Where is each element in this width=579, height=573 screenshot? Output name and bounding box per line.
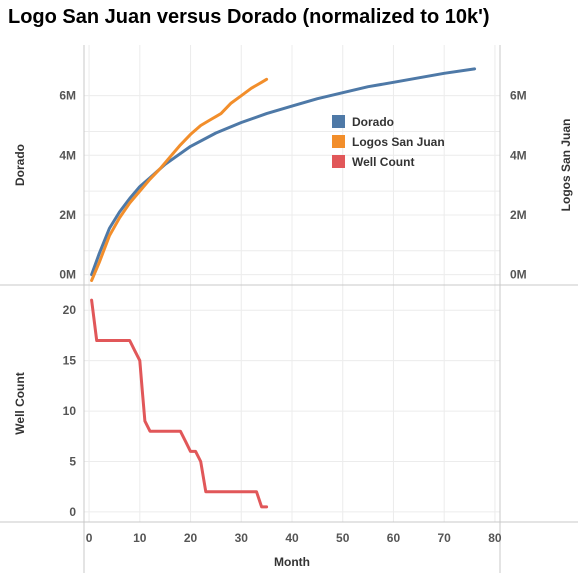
top-right-y-tick-label: 0M [510, 268, 527, 282]
legend: Dorado Logos San Juan Well Count [332, 115, 445, 169]
top-left-y-tick-label: 4M [59, 148, 76, 162]
legend-swatch [332, 115, 345, 128]
bottom-y-tick-label: 15 [63, 354, 77, 368]
tick-labels: 0M 2M 4M 6M 0M 2M 4M 6M 0 5 10 15 20 0 10 20 30 40 50 60 70 8… [59, 89, 526, 545]
series-layer [90, 67, 477, 509]
bottom-y-tick-label: 0 [69, 505, 76, 519]
series-line-logos-san-juan [90, 77, 269, 282]
bottom-y-tick-label: 10 [63, 404, 77, 418]
legend-swatch [332, 135, 345, 148]
axis-titles: Dorado Logos San Juan Well Count Month [13, 119, 573, 569]
legend-label: Dorado [352, 115, 394, 129]
top-right-y-tick-label: 4M [510, 148, 527, 162]
legend-label: Logos San Juan [352, 135, 445, 149]
grid-layer [84, 45, 500, 522]
chart-title: Logo San Juan versus Dorado (normalized … [8, 6, 490, 28]
top-left-y-tick-label: 2M [59, 208, 76, 222]
x-tick-label: 20 [184, 531, 198, 545]
x-tick-label: 60 [387, 531, 401, 545]
top-left-y-tick-label: 0M [59, 268, 76, 282]
x-axis-title: Month [274, 555, 310, 569]
x-tick-label: 50 [336, 531, 350, 545]
top-right-y-tick-label: 2M [510, 208, 527, 222]
top-right-y-tick-label: 6M [510, 89, 527, 103]
series-line-well-count [90, 298, 269, 509]
x-tick-label: 0 [86, 531, 93, 545]
legend-swatch [332, 155, 345, 168]
x-tick-label: 10 [133, 531, 147, 545]
x-tick-label: 40 [285, 531, 299, 545]
series-line-dorado [90, 67, 477, 277]
x-tick-label: 80 [488, 531, 502, 545]
x-tick-label: 30 [235, 531, 249, 545]
x-tick-label: 70 [438, 531, 452, 545]
bottom-y-tick-label: 5 [69, 454, 76, 468]
chart-frame [0, 45, 578, 573]
left-axis-title: Dorado [13, 144, 27, 186]
right-axis-title: Logos San Juan [559, 119, 573, 212]
top-left-y-tick-label: 6M [59, 89, 76, 103]
legend-label: Well Count [352, 155, 414, 169]
bottom-y-axis-title: Well Count [13, 372, 27, 434]
bottom-y-tick-label: 20 [63, 303, 77, 317]
